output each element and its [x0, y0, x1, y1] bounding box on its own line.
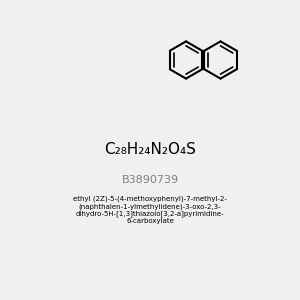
- Text: B3890739: B3890739: [122, 175, 178, 185]
- Text: ethyl (2Z)-5-(4-methoxyphenyl)-7-methyl-2-
(naphthalen-1-ylmethylidene)-3-oxo-2,: ethyl (2Z)-5-(4-methoxyphenyl)-7-methyl-…: [73, 196, 227, 224]
- Text: C₂₈H₂₄N₂O₄S: C₂₈H₂₄N₂O₄S: [104, 142, 196, 158]
